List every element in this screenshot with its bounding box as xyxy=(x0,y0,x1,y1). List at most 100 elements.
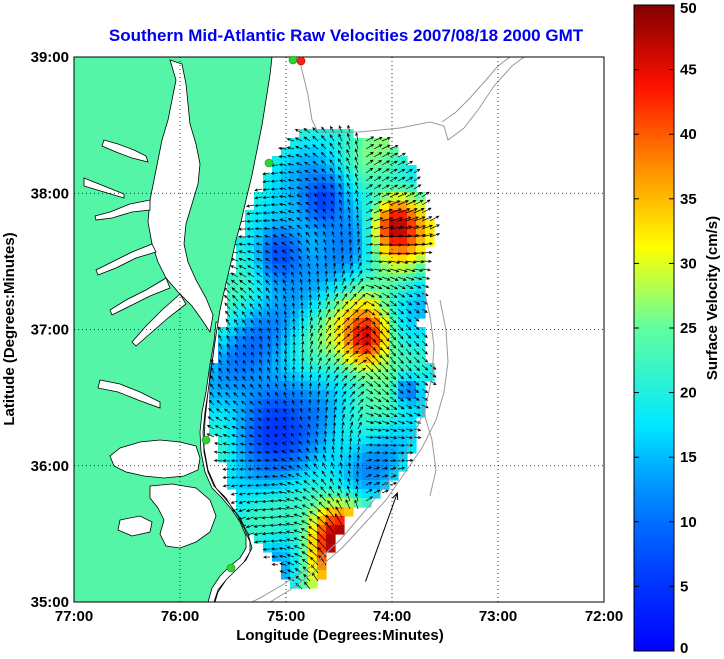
velocity-cell xyxy=(344,426,354,436)
velocity-cell xyxy=(407,237,417,247)
velocity-cell xyxy=(281,291,291,301)
velocity-cell xyxy=(290,471,300,481)
velocity-cell xyxy=(245,453,255,463)
velocity-cell xyxy=(335,201,345,211)
velocity-cell xyxy=(299,192,309,202)
velocity-cell xyxy=(272,165,282,175)
velocity-cell xyxy=(407,255,417,265)
chart-title: Southern Mid-Atlantic Raw Velocities 200… xyxy=(109,26,584,45)
velocity-cell xyxy=(398,156,408,166)
velocity-cell xyxy=(254,192,264,202)
velocity-cell xyxy=(389,237,399,247)
plot-frame xyxy=(73,56,605,603)
velocity-cell xyxy=(380,228,390,238)
velocity-cell xyxy=(389,264,399,274)
velocity-cell xyxy=(353,417,363,427)
velocity-cell xyxy=(335,417,345,427)
velocity-cell xyxy=(290,174,300,184)
velocity-cell xyxy=(380,354,390,364)
y-axis-title: Latitude (Degrees:Minutes) xyxy=(1,232,18,425)
velocity-cell xyxy=(299,363,309,373)
velocity-cell xyxy=(281,174,291,184)
velocity-cell xyxy=(371,426,381,436)
velocity-cell xyxy=(398,435,408,445)
velocity-cell xyxy=(290,273,300,283)
velocity-cell xyxy=(398,345,408,355)
velocity-cell xyxy=(335,246,345,256)
velocity-cell xyxy=(272,201,282,211)
velocity-cell xyxy=(335,372,345,382)
velocity-cell xyxy=(407,183,417,193)
velocity-cell xyxy=(281,219,291,229)
velocity-cell xyxy=(263,408,273,418)
velocity-cell xyxy=(272,426,282,436)
velocity-cell xyxy=(416,246,426,256)
velocity-cell xyxy=(326,381,336,391)
velocity-cell xyxy=(299,399,309,409)
velocity-cell xyxy=(299,156,309,166)
velocity-cell xyxy=(317,543,327,553)
velocity-cell xyxy=(371,201,381,211)
velocity-cell xyxy=(299,426,309,436)
colorbar-gradient xyxy=(633,4,675,652)
velocity-cell xyxy=(398,228,408,238)
velocity-cell xyxy=(344,471,354,481)
velocity-cell xyxy=(290,552,300,562)
velocity-cell xyxy=(362,165,372,175)
velocity-cell xyxy=(263,336,273,346)
velocity-cell xyxy=(245,408,255,418)
velocity-cell xyxy=(389,444,399,454)
velocity-cell xyxy=(317,390,327,400)
velocity-cell xyxy=(281,570,291,580)
velocity-cell xyxy=(335,210,345,220)
velocity-cell xyxy=(380,345,390,355)
velocity-cell xyxy=(281,498,291,508)
velocity-cell xyxy=(263,507,273,517)
velocity-cell xyxy=(236,300,246,310)
velocity-cell xyxy=(299,255,309,265)
velocity-cell xyxy=(398,318,408,328)
velocity-cell xyxy=(263,174,273,184)
velocity-cell xyxy=(380,210,390,220)
velocity-cell xyxy=(335,453,345,463)
velocity-cell xyxy=(371,318,381,328)
velocity-cell xyxy=(281,426,291,436)
velocity-cell xyxy=(272,417,282,427)
velocity-cell xyxy=(272,525,282,535)
velocity-cell xyxy=(389,435,399,445)
velocity-cell xyxy=(398,399,408,409)
velocity-cell xyxy=(299,183,309,193)
velocity-cell xyxy=(299,543,309,553)
velocity-cell xyxy=(299,273,309,283)
velocity-cell xyxy=(380,399,390,409)
velocity-cell xyxy=(281,543,291,553)
velocity-cell xyxy=(326,183,336,193)
velocity-cell xyxy=(254,219,264,229)
velocity-cell xyxy=(362,228,372,238)
velocity-cell xyxy=(281,471,291,481)
velocity-cell xyxy=(290,228,300,238)
velocity-cell xyxy=(308,543,318,553)
velocity-cell xyxy=(317,570,327,580)
velocity-cell xyxy=(317,345,327,355)
velocity-cell xyxy=(290,237,300,247)
velocity-cell xyxy=(380,309,390,319)
velocity-cell xyxy=(317,291,327,301)
velocity-cell xyxy=(290,345,300,355)
velocity-cell xyxy=(317,363,327,373)
velocity-cell xyxy=(389,273,399,283)
velocity-cell xyxy=(326,210,336,220)
velocity-cell xyxy=(299,417,309,427)
velocity-cell xyxy=(353,237,363,247)
velocity-cell xyxy=(281,282,291,292)
velocity-cell xyxy=(326,291,336,301)
velocity-cell xyxy=(353,255,363,265)
velocity-cell xyxy=(344,498,354,508)
velocity-cell xyxy=(362,309,372,319)
velocity-cell xyxy=(371,156,381,166)
velocity-cell xyxy=(227,381,237,391)
velocity-cell xyxy=(380,435,390,445)
velocity-cell xyxy=(371,237,381,247)
plot-area xyxy=(74,57,604,602)
velocity-cell xyxy=(308,408,318,418)
